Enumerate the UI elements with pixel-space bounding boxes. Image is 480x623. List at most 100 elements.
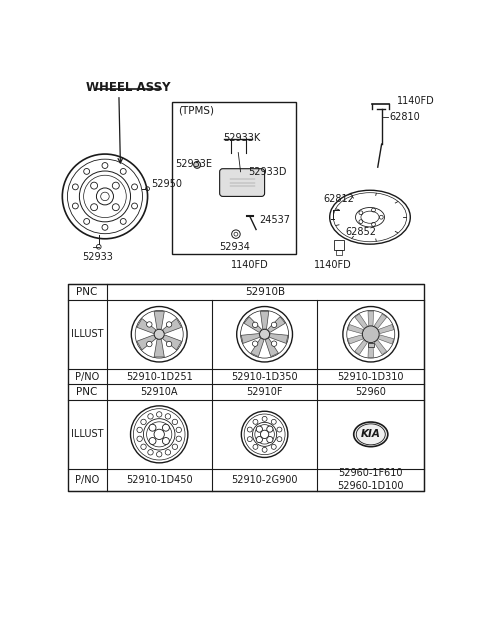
Circle shape: [277, 427, 282, 432]
Circle shape: [176, 436, 181, 442]
Circle shape: [149, 424, 156, 431]
Circle shape: [148, 450, 153, 455]
Text: ILLUST: ILLUST: [71, 429, 103, 439]
FancyBboxPatch shape: [220, 169, 264, 196]
Circle shape: [271, 341, 277, 346]
Circle shape: [162, 437, 169, 444]
Circle shape: [120, 219, 126, 224]
Text: 52934: 52934: [219, 242, 250, 252]
Polygon shape: [378, 335, 394, 344]
Text: 52960: 52960: [355, 387, 386, 397]
Circle shape: [149, 437, 156, 444]
Circle shape: [162, 424, 169, 431]
Circle shape: [146, 321, 152, 327]
Circle shape: [132, 203, 137, 209]
Text: 52910-1D251: 52910-1D251: [126, 371, 192, 382]
Text: PNC: PNC: [76, 287, 98, 297]
Bar: [172, 102, 296, 254]
Circle shape: [102, 224, 108, 231]
Text: 62852: 62852: [345, 227, 376, 237]
Circle shape: [120, 168, 126, 174]
Text: WHEEL ASSY: WHEEL ASSY: [86, 81, 170, 94]
Circle shape: [271, 322, 277, 328]
Text: (TPMS): (TPMS): [179, 105, 215, 115]
Circle shape: [112, 182, 120, 189]
Text: P/NO: P/NO: [75, 371, 99, 382]
Text: 52910-1D450: 52910-1D450: [126, 475, 192, 485]
Polygon shape: [374, 314, 387, 328]
Text: 52910-1D310: 52910-1D310: [337, 371, 404, 382]
Circle shape: [362, 326, 379, 343]
Text: 24537: 24537: [259, 214, 290, 224]
Circle shape: [167, 321, 172, 327]
Circle shape: [253, 419, 258, 424]
Text: P/NO: P/NO: [75, 475, 99, 485]
Circle shape: [252, 341, 258, 346]
Text: 52910A: 52910A: [141, 387, 178, 397]
Polygon shape: [241, 333, 260, 343]
Circle shape: [165, 450, 170, 455]
Circle shape: [72, 184, 78, 190]
Text: KIA: KIA: [361, 429, 381, 439]
Text: PNC: PNC: [76, 387, 98, 397]
Bar: [68, 284, 424, 490]
Text: 62810: 62810: [389, 112, 420, 122]
Circle shape: [271, 419, 276, 424]
Polygon shape: [137, 335, 156, 350]
Polygon shape: [368, 343, 373, 358]
Text: 52933E: 52933E: [175, 159, 212, 169]
Text: ILLUST: ILLUST: [71, 329, 103, 340]
Circle shape: [262, 447, 267, 452]
Circle shape: [267, 426, 273, 432]
Text: 52933K: 52933K: [224, 133, 261, 143]
Bar: [368, 343, 374, 347]
Circle shape: [148, 414, 153, 419]
Polygon shape: [261, 312, 269, 329]
Circle shape: [154, 330, 164, 340]
Text: 52950: 52950: [152, 179, 182, 189]
Circle shape: [156, 452, 162, 457]
Text: 52910F: 52910F: [246, 387, 283, 397]
Circle shape: [267, 437, 273, 443]
Text: 52933: 52933: [82, 252, 113, 262]
Polygon shape: [267, 316, 285, 333]
Polygon shape: [269, 333, 288, 343]
Circle shape: [252, 322, 258, 328]
Text: 52910B: 52910B: [245, 287, 286, 297]
Circle shape: [256, 437, 263, 443]
Circle shape: [247, 437, 252, 442]
Text: 1140FD: 1140FD: [231, 260, 269, 270]
Polygon shape: [154, 340, 164, 357]
Text: 52933D: 52933D: [248, 167, 287, 177]
Text: 52910-1D350: 52910-1D350: [231, 371, 298, 382]
Polygon shape: [163, 335, 181, 350]
Text: 52960-1F610
52960-1D100: 52960-1F610 52960-1D100: [337, 468, 404, 492]
Circle shape: [260, 330, 270, 340]
Circle shape: [132, 184, 137, 190]
Polygon shape: [154, 312, 164, 329]
Polygon shape: [374, 340, 387, 354]
Circle shape: [84, 168, 90, 174]
Text: 62812: 62812: [324, 194, 354, 204]
Polygon shape: [251, 338, 264, 357]
Circle shape: [141, 444, 146, 449]
Polygon shape: [355, 314, 368, 328]
Circle shape: [137, 427, 143, 432]
Circle shape: [137, 436, 143, 442]
Circle shape: [91, 204, 97, 211]
Circle shape: [167, 341, 172, 347]
Circle shape: [84, 219, 90, 224]
Circle shape: [262, 416, 267, 421]
Circle shape: [72, 203, 78, 209]
Circle shape: [112, 204, 120, 211]
Polygon shape: [244, 316, 262, 333]
Circle shape: [141, 419, 146, 425]
Circle shape: [172, 444, 178, 449]
Polygon shape: [378, 325, 394, 334]
Circle shape: [165, 414, 170, 419]
Circle shape: [277, 437, 282, 442]
Circle shape: [253, 444, 258, 449]
Polygon shape: [163, 318, 181, 333]
Polygon shape: [355, 340, 368, 354]
Circle shape: [172, 419, 178, 425]
